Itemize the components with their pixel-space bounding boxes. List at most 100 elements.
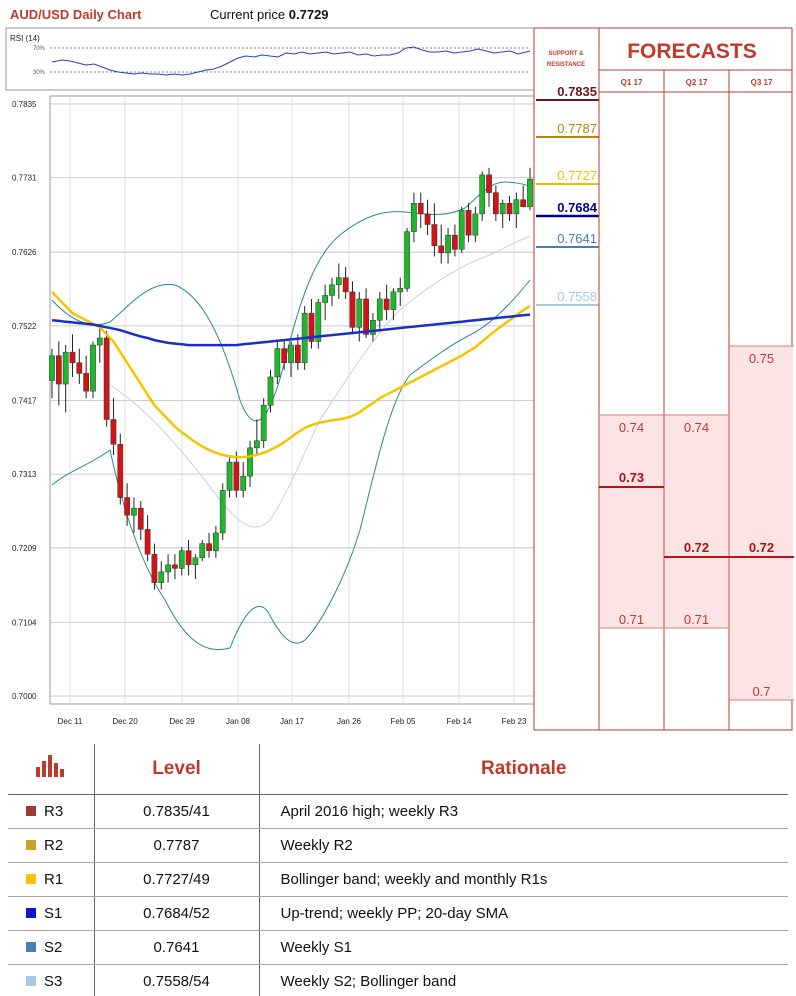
candle-body-down bbox=[55, 355, 62, 385]
forecast-columns: Q1 17 0.74 0.73 0.71 Q2 17 0.74 0.72 0.71 Q3 17 0… bbox=[599, 78, 794, 701]
candle bbox=[445, 228, 451, 264]
level-color-swatch bbox=[26, 908, 36, 918]
candle-body-down bbox=[233, 461, 240, 491]
candle bbox=[322, 284, 328, 321]
candle-body-down bbox=[424, 213, 431, 225]
table-header-rationale: Rationale bbox=[259, 744, 788, 795]
candle bbox=[206, 532, 212, 558]
candle bbox=[411, 192, 417, 243]
candle-body-down bbox=[308, 312, 315, 342]
candle bbox=[486, 167, 492, 207]
candle bbox=[452, 224, 458, 257]
candle bbox=[499, 199, 506, 229]
level-value: 0.7727/49 bbox=[94, 862, 260, 897]
level-rationale: Weekly R2 bbox=[259, 828, 788, 863]
table-header-icon-cell bbox=[8, 744, 95, 795]
candle-body-up bbox=[158, 571, 165, 583]
candle-body-up bbox=[131, 507, 137, 516]
support-resistance-panel bbox=[533, 27, 600, 731]
candle bbox=[158, 561, 165, 590]
candle-body-up bbox=[329, 284, 335, 296]
candle-body-up bbox=[260, 405, 267, 442]
candle bbox=[90, 341, 96, 399]
candle bbox=[363, 288, 369, 338]
bollinger-lower-band bbox=[51, 279, 531, 651]
levels-table: Level Rationale R3 0.7835/41 April 2016 hi… bbox=[8, 744, 788, 996]
candle bbox=[288, 341, 294, 377]
moving-average-100-line bbox=[51, 291, 531, 459]
sr-level-value: 0.7558 bbox=[557, 289, 597, 304]
table-row: S1 0.7684/52 Up-trend; weekly PP; 20-day S… bbox=[8, 896, 788, 931]
level-code: S2 bbox=[44, 938, 63, 956]
forecast-mid-value: 0.72 bbox=[749, 540, 774, 555]
level-value: 0.7558/54 bbox=[94, 964, 260, 996]
candle-body-down bbox=[151, 553, 158, 583]
candle-body-up bbox=[62, 351, 69, 385]
sr-level-value: 0.7727 bbox=[557, 168, 597, 183]
candle bbox=[247, 440, 253, 487]
candlesticks bbox=[49, 167, 533, 590]
sr-header-line1: SUPPORT & bbox=[548, 51, 584, 57]
candle-body-up bbox=[267, 376, 274, 406]
candle-body-down bbox=[110, 419, 117, 445]
candle bbox=[274, 341, 281, 385]
candle-body-up bbox=[513, 199, 520, 215]
candle bbox=[465, 203, 472, 243]
candle bbox=[342, 267, 349, 299]
rsi-line bbox=[51, 46, 531, 76]
candle bbox=[431, 203, 438, 257]
candle bbox=[513, 192, 520, 229]
bollinger-mid-band bbox=[109, 235, 531, 528]
level-value: 0.7835/41 bbox=[94, 794, 260, 829]
candle-body-up bbox=[165, 564, 171, 573]
sr-level-value: 0.7787 bbox=[557, 121, 597, 136]
rsi-panel bbox=[5, 27, 535, 91]
candle bbox=[117, 433, 124, 505]
level-code-cell: R1 bbox=[8, 862, 95, 897]
candle-body-down bbox=[83, 373, 89, 392]
candle bbox=[103, 330, 110, 427]
forecast-low-value: 0.71 bbox=[619, 612, 644, 627]
candle-body-down bbox=[349, 291, 356, 328]
y-tick-label: 0.7313 bbox=[12, 470, 37, 479]
forecast-range-band bbox=[665, 415, 728, 628]
level-color-swatch bbox=[26, 840, 36, 850]
candle bbox=[397, 277, 404, 307]
level-code-cell: R3 bbox=[8, 794, 95, 829]
candle-body-down bbox=[493, 192, 499, 215]
candle bbox=[349, 281, 356, 335]
level-code-cell: S3 bbox=[8, 964, 95, 996]
candle bbox=[76, 348, 83, 385]
candle bbox=[185, 540, 192, 576]
level-rationale: April 2016 high; weekly R3 bbox=[259, 794, 788, 829]
y-tick-label: 0.7626 bbox=[12, 248, 37, 257]
candle bbox=[417, 192, 424, 229]
table-row: R3 0.7835/41 April 2016 high; weekly R3 bbox=[8, 794, 788, 829]
candle-body-up bbox=[479, 174, 486, 215]
forecast-range-band bbox=[730, 346, 793, 700]
y-tick-label: 0.7731 bbox=[12, 174, 37, 183]
candle bbox=[69, 334, 76, 377]
candle bbox=[472, 206, 479, 243]
candle-body-up bbox=[90, 344, 96, 392]
candle bbox=[520, 185, 527, 208]
candle-body-down bbox=[144, 529, 151, 555]
chart-figure: AUD/USD Daily Chart Current price 0.7729… bbox=[5, 7, 794, 731]
candle bbox=[62, 345, 69, 413]
candle-body-up bbox=[404, 231, 410, 289]
x-tick-label: Jan 08 bbox=[226, 717, 251, 726]
table-header-row: Level Rationale bbox=[8, 744, 788, 795]
candle bbox=[479, 171, 486, 221]
candle-body-down bbox=[103, 337, 110, 420]
x-tick-label: Feb 14 bbox=[447, 717, 472, 726]
candle-body-down bbox=[431, 224, 438, 247]
candle-body-up bbox=[240, 475, 247, 491]
x-tick-label: Feb 05 bbox=[391, 717, 416, 726]
sr-level-value: 0.7684 bbox=[557, 200, 598, 215]
x-axis-labels: Dec 11 Dec 20 Dec 29 Jan 08 Jan 17 Jan 26 Feb … bbox=[58, 717, 527, 726]
candle-body-up bbox=[376, 298, 383, 321]
candle-body-up bbox=[458, 210, 465, 250]
candle bbox=[83, 355, 89, 399]
level-value: 0.7787 bbox=[94, 828, 260, 863]
candle bbox=[281, 341, 288, 370]
